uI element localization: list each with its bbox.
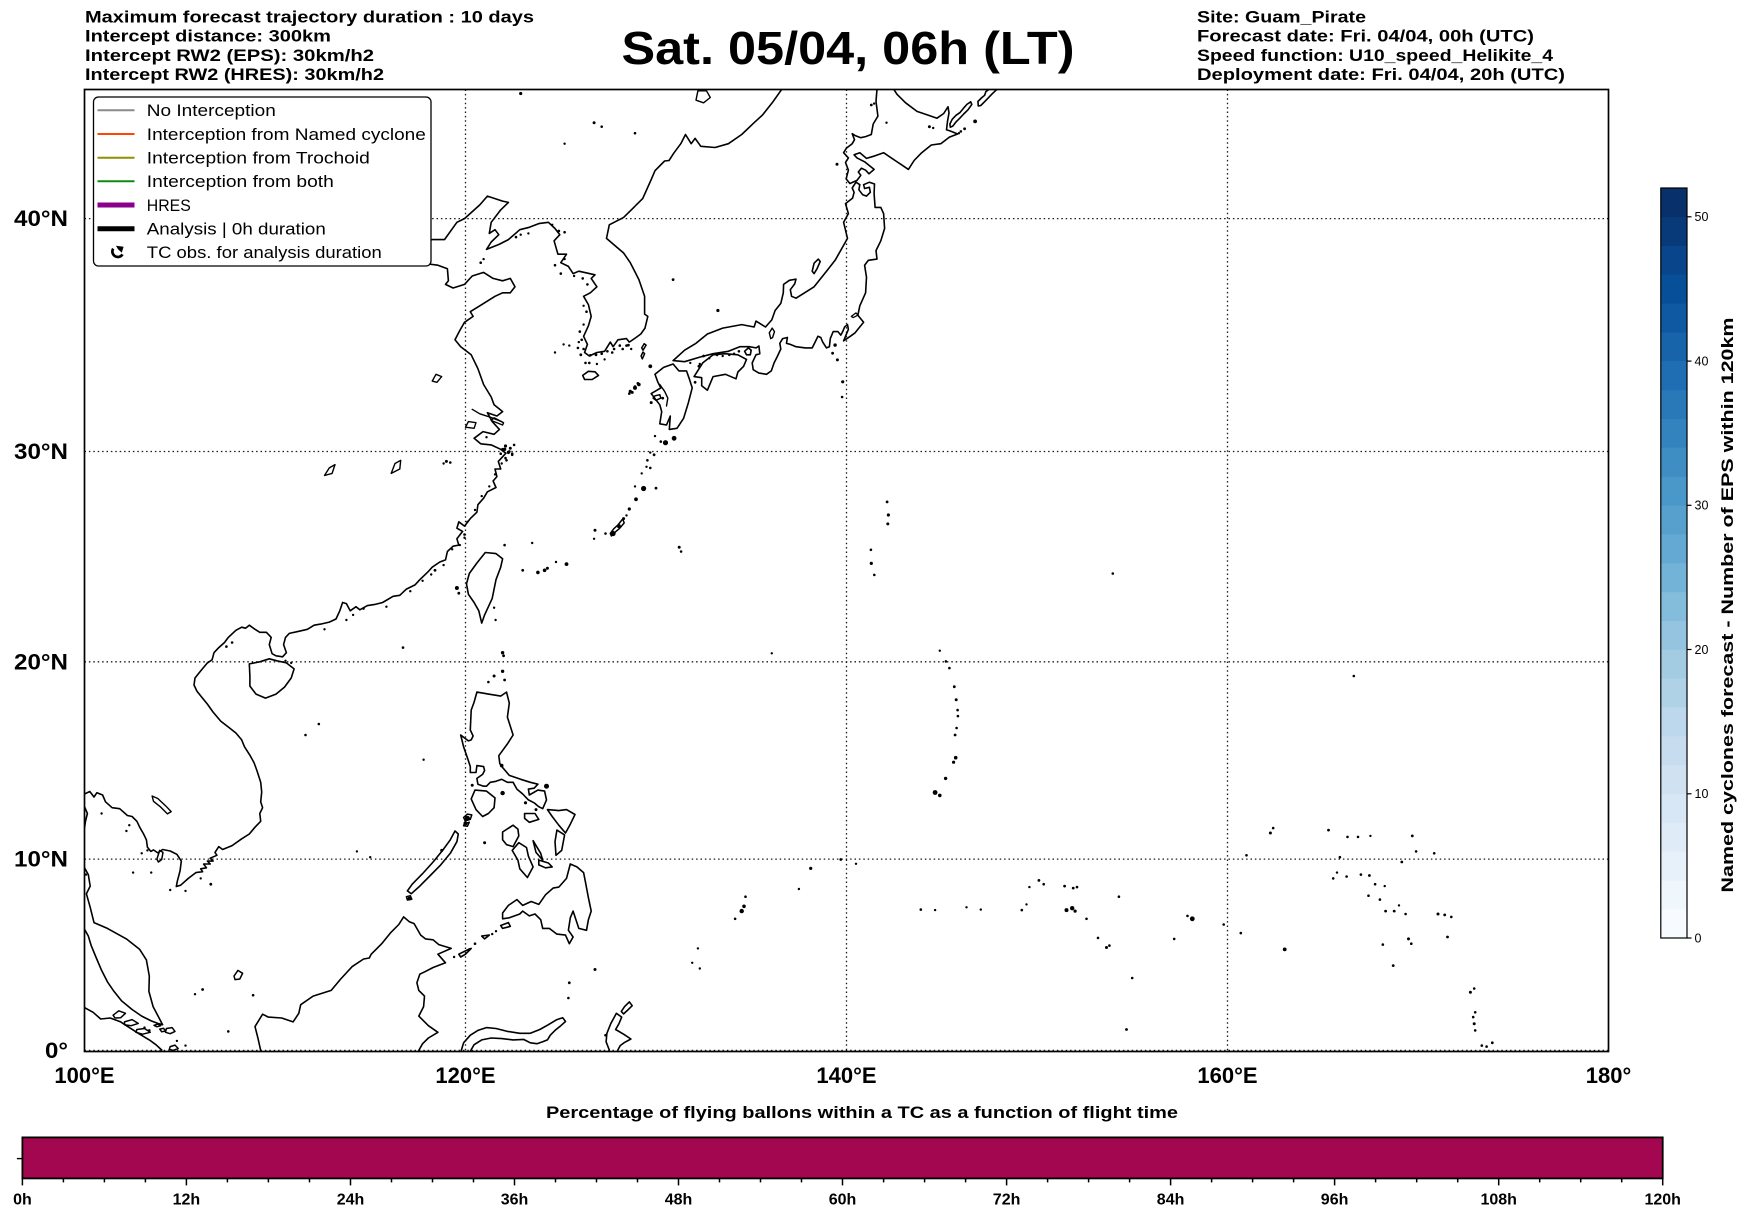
svg-text:40: 40 [1695,354,1709,368]
svg-text:Site: Guam_Pirate: Site: Guam_Pirate [1197,9,1366,27]
svg-text:Interception from Named cyclon: Interception from Named cyclone [147,125,426,144]
svg-text:120h: 120h [1644,1192,1680,1209]
svg-text:TC obs. for analysis duration: TC obs. for analysis duration [147,243,382,262]
svg-text:84h: 84h [1157,1192,1185,1209]
svg-text:24h: 24h [337,1192,365,1209]
svg-text:100°E: 100°E [54,1063,114,1088]
svg-text:20°N: 20°N [14,649,68,674]
svg-text:0°: 0° [45,1038,68,1063]
svg-text:Intercept RW2 (HRES): 30km/h2: Intercept RW2 (HRES): 30km/h2 [85,66,384,84]
svg-text:140°E: 140°E [816,1063,876,1088]
svg-text:10: 10 [1695,787,1709,801]
svg-text:20: 20 [1695,643,1709,657]
svg-text:Interception from both: Interception from both [147,172,334,191]
svg-text:No Interception: No Interception [147,101,276,120]
svg-text:50: 50 [1695,210,1709,224]
svg-text:160°E: 160°E [1197,1063,1257,1088]
svg-text:Intercept RW2 (EPS): 30km/h2: Intercept RW2 (EPS): 30km/h2 [85,47,374,65]
svg-text:180°: 180° [1586,1063,1632,1088]
svg-text:30°N: 30°N [14,439,68,464]
svg-text:Intercept distance: 300km: Intercept distance: 300km [85,28,331,46]
svg-text:108h: 108h [1480,1192,1516,1209]
svg-text:Speed function: U10_speed_Heli: Speed function: U10_speed_Helikite_4 [1197,47,1554,65]
svg-text:48h: 48h [665,1192,693,1209]
svg-text:Percentage of flying ballons w: Percentage of flying ballons within a TC… [546,1103,1178,1122]
svg-text:Sat. 05/04, 06h (LT): Sat. 05/04, 06h (LT) [622,22,1075,74]
svg-text:40°N: 40°N [14,206,68,231]
svg-text:Deployment date: Fri. 04/04, 2: Deployment date: Fri. 04/04, 20h (UTC) [1197,66,1565,84]
svg-text:Maximum forecast trajectory du: Maximum forecast trajectory duration : 1… [85,9,534,27]
svg-text:Interception from Trochoid: Interception from Trochoid [147,149,370,168]
svg-text:72h: 72h [993,1192,1021,1209]
svg-text:30: 30 [1695,499,1709,513]
svg-text:60h: 60h [829,1192,857,1209]
svg-text:Analysis | 0h duration: Analysis | 0h duration [147,220,326,239]
svg-text:96h: 96h [1321,1192,1349,1209]
svg-text:36h: 36h [501,1192,529,1209]
svg-text:120°E: 120°E [435,1063,495,1088]
svg-text:0: 0 [1695,931,1702,945]
svg-text:HRES: HRES [147,196,191,215]
svg-text:12h: 12h [173,1192,201,1209]
svg-text:10°N: 10°N [14,847,68,872]
svg-text:Forecast date: Fri. 04/04, 00h: Forecast date: Fri. 04/04, 00h (UTC) [1197,28,1534,46]
svg-text:0h: 0h [13,1192,32,1209]
svg-text:Named cyclones forecast - Numb: Named cyclones forecast - Number of EPS … [1719,318,1737,893]
